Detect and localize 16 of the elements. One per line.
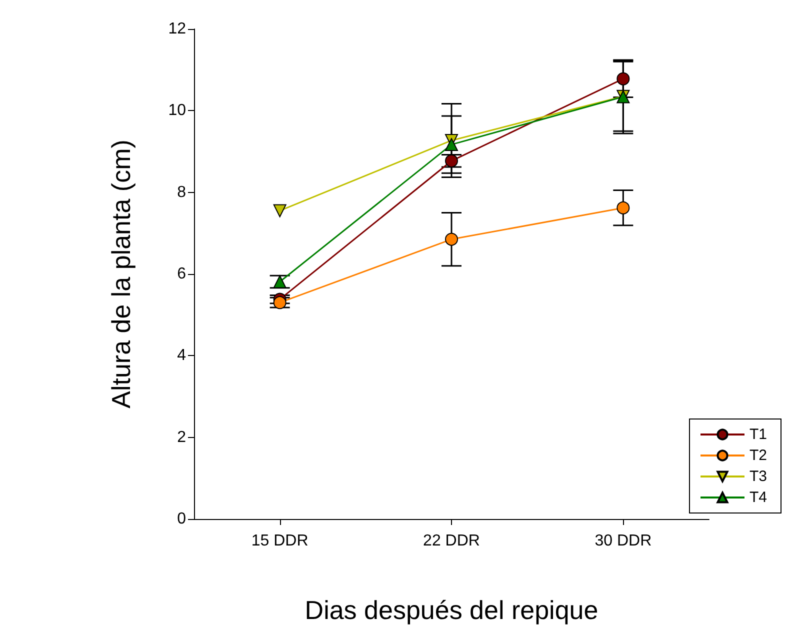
x-tick-label: 15 DDR [251, 532, 308, 550]
legend-label: T2 [749, 447, 768, 464]
y-tick-label: 4 [177, 347, 186, 364]
y-tick-label: 8 [177, 184, 186, 201]
y-tick-label: 2 [177, 428, 186, 446]
legend-label: T4 [749, 489, 768, 506]
x-axis-title: Dias después del repique [304, 595, 598, 625]
y-tick-label: 0 [177, 510, 186, 528]
y-tick-label: 10 [168, 102, 186, 120]
y-axis-title: Altura de la planta (cm) [106, 140, 136, 408]
x-tick-label: 22 DDR [423, 532, 480, 550]
y-tick-label: 12 [168, 20, 186, 38]
x-tick-label: 30 DDR [594, 532, 652, 550]
legend-label: T1 [749, 426, 768, 443]
y-tick-label: 6 [177, 266, 186, 282]
legend-label: T3 [749, 468, 768, 485]
